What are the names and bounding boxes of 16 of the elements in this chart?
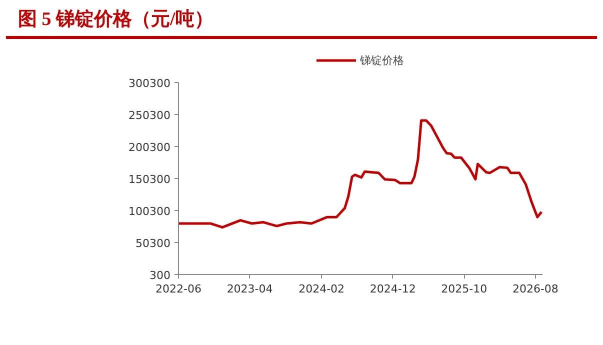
x-tick-label: 2024-12 [370,282,416,296]
y-tick-label: 300 [150,269,171,282]
x-tick-label: 2022-06 [156,282,202,296]
chart-title: 图 5 锑锭价格（元/吨） [18,8,214,32]
y-tick-label: 300300 [128,77,171,90]
x-tick-label: 2026-08 [512,282,558,296]
x-tick-label: 2023-04 [226,282,273,296]
y-tick-label: 250300 [128,109,171,122]
y-tick-label: 200300 [128,141,171,154]
y-tick-label: 100300 [128,205,171,218]
line-series [178,119,542,229]
x-tick-label: 2025-10 [441,282,488,296]
x-tick-label: 2024-02 [298,282,345,296]
y-tick-label: 50300 [136,237,171,250]
y-tick-label: 150300 [128,173,171,186]
legend-label: 锑锭价格 [360,52,404,68]
